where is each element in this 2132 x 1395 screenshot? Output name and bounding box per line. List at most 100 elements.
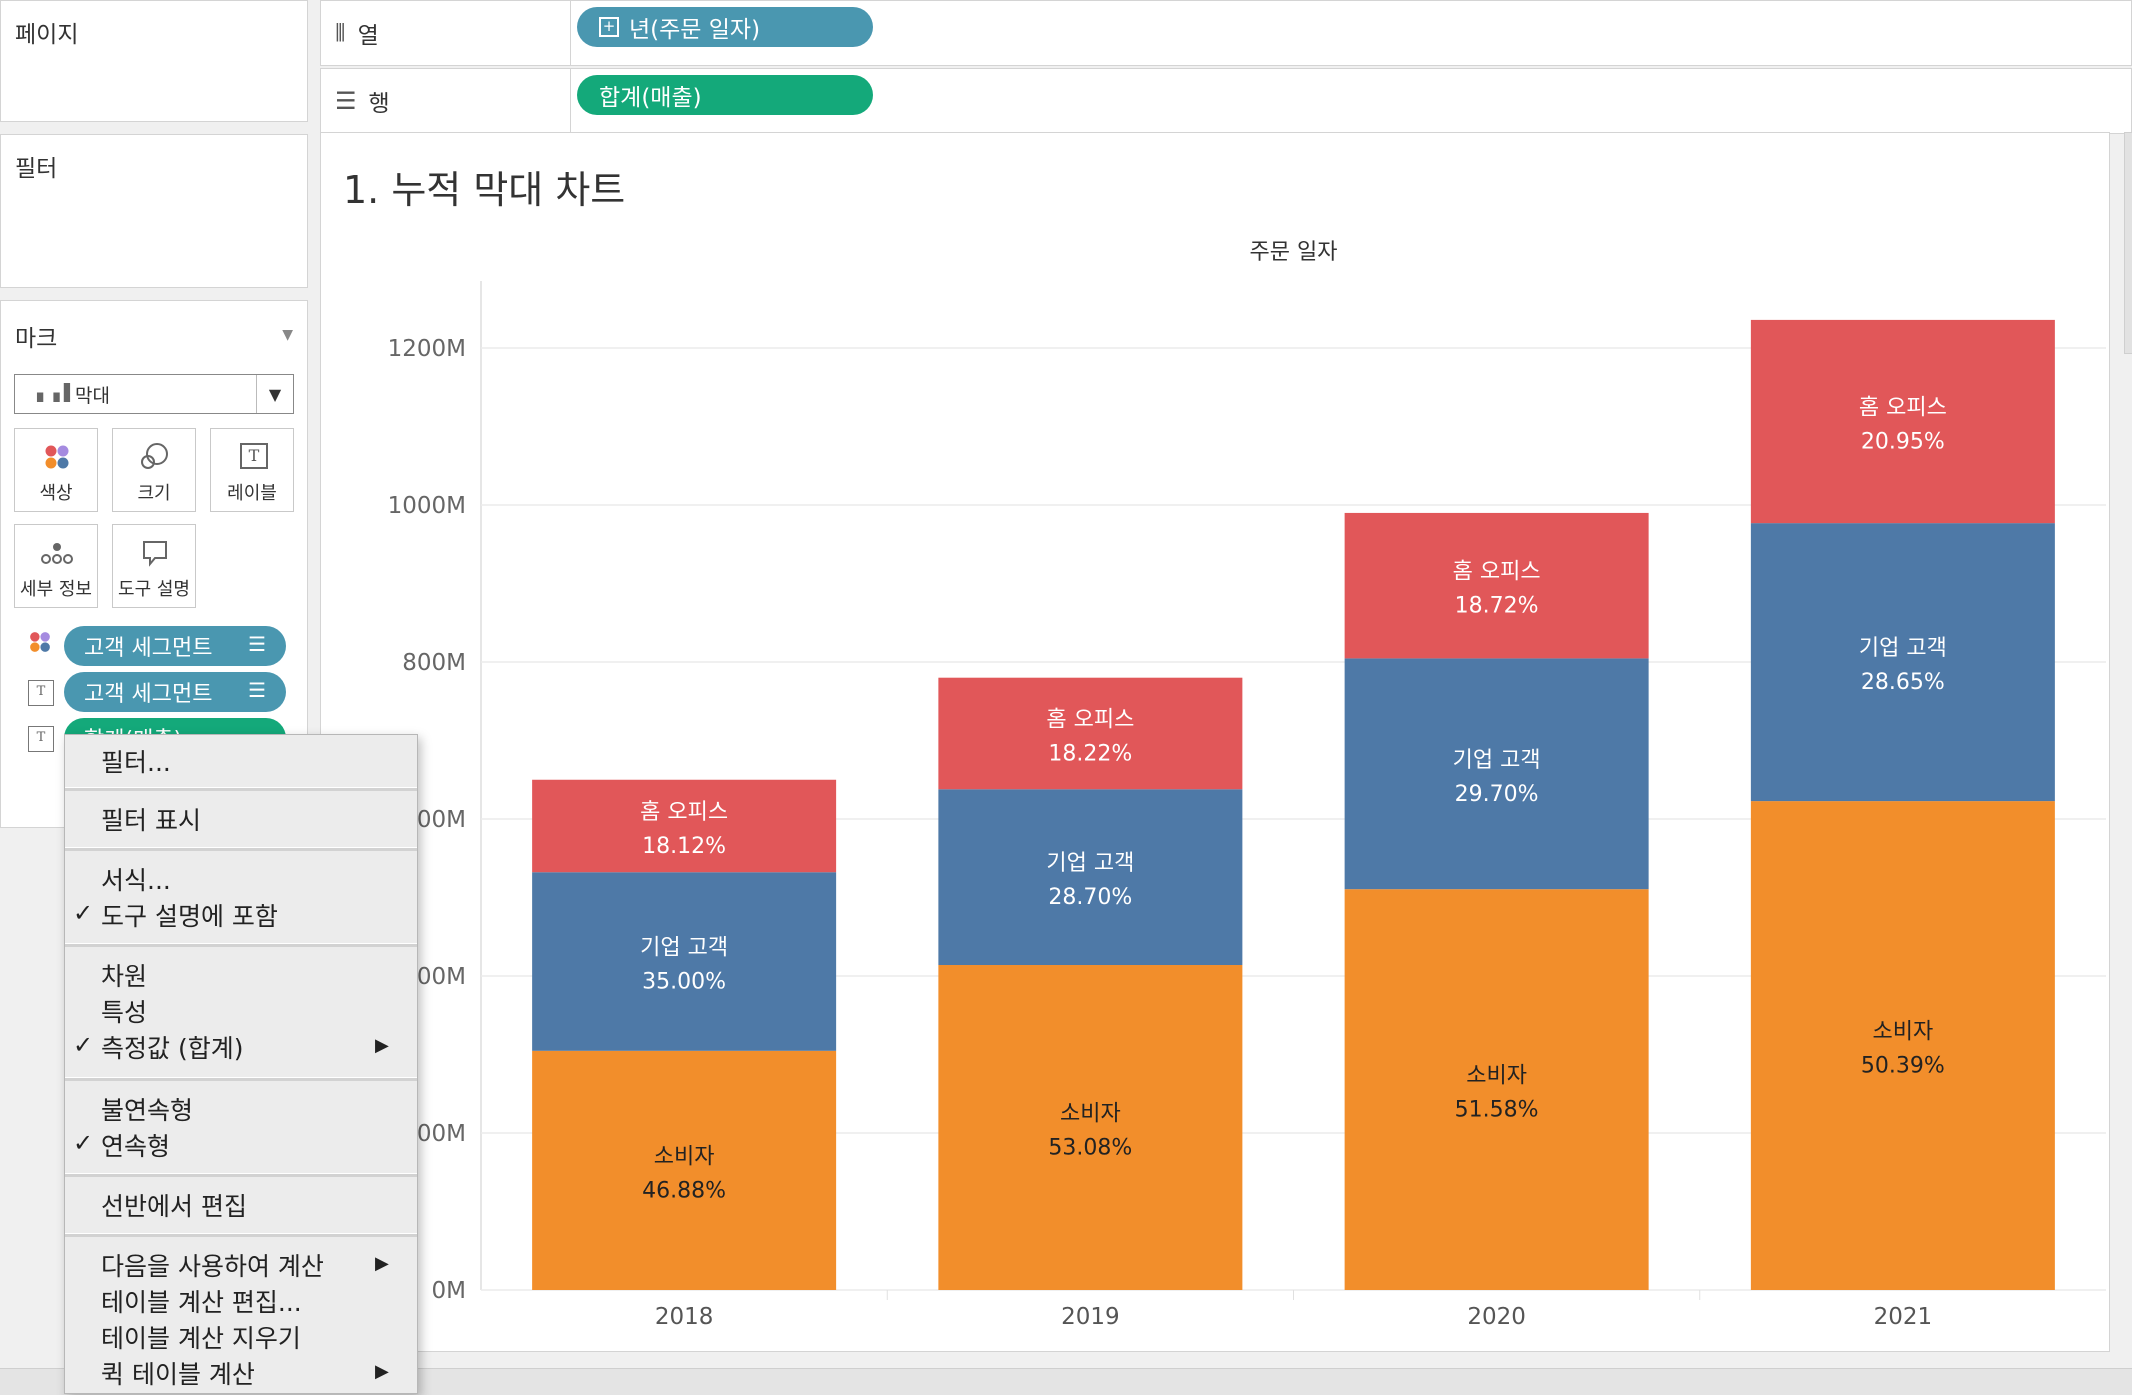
sum-sales-pill[interactable]: 합계(매출)	[577, 75, 873, 115]
submenu-arrow-icon: ▶	[375, 1361, 389, 1382]
tooltip-button[interactable]: 도구 설명	[112, 524, 196, 608]
bar-label-percent: 46.88%	[642, 1178, 726, 1203]
color-pill-icon	[30, 632, 50, 652]
submenu-arrow-icon: ▶	[375, 1035, 389, 1056]
worksheet[interactable]: 1. 누적 막대 차트 주문 일자 0M 200M 400M 600M 800M 1000M…	[320, 132, 2110, 1352]
color-field-pill-text: 고객 세그먼트	[84, 636, 213, 661]
size-icon	[141, 443, 168, 469]
bar-segment[interactable]	[938, 965, 1243, 1290]
bar-segment[interactable]	[938, 677, 1243, 790]
checkmark-icon: ✓	[73, 899, 94, 927]
chevron-down-icon[interactable]: ▼	[256, 375, 293, 413]
year-order-date-pill[interactable]: + 년(주문 일자)	[577, 7, 873, 47]
menu-discrete[interactable]: 불연속형	[101, 1096, 194, 1125]
label-button[interactable]: T 레이블	[210, 428, 294, 512]
menu-format[interactable]: 서식...	[101, 866, 171, 895]
checkmark-icon: ✓	[73, 1031, 94, 1059]
menu-separator	[65, 1173, 417, 1177]
bar-chart-icon: ▖▗▐	[37, 383, 70, 402]
menu-separator	[65, 1233, 417, 1237]
bar-label-segment: 소비자	[654, 1144, 715, 1169]
detail-label: 세부 정보	[20, 579, 92, 600]
rows-shelf-label: ☰ 행	[321, 69, 571, 133]
submenu-arrow-icon: ▶	[375, 1253, 389, 1274]
color-button[interactable]: 색상	[14, 428, 98, 512]
color-label: 색상	[39, 483, 73, 504]
label-pill-icon: T	[28, 680, 54, 706]
menu-include-tooltip[interactable]: 도구 설명에 포함	[101, 902, 278, 931]
menu-separator	[65, 943, 417, 947]
bar-segment[interactable]	[938, 789, 1243, 966]
stacked-bar-chart[interactable]: 주문 일자0M200M400M600M800M1000M1200M소비자46.8…	[321, 133, 2111, 1353]
checkmark-icon: ✓	[73, 1129, 94, 1157]
bar-label-percent: 29.70%	[1455, 782, 1539, 807]
filters-panel[interactable]: 필터	[0, 134, 308, 288]
bar-label-segment: 소비자	[1060, 1102, 1121, 1127]
bar-segment[interactable]	[1344, 889, 1649, 1290]
y-tick-label: 1000M	[388, 493, 466, 519]
sort-icon[interactable]: ☰	[248, 678, 266, 702]
menu-clear-table-calc[interactable]: 테이블 계산 지우기	[101, 1324, 301, 1353]
size-button[interactable]: 크기	[112, 428, 196, 512]
menu-show-filter[interactable]: 필터 표시	[101, 806, 201, 835]
menu-measure-sum[interactable]: 측정값 (합계)	[101, 1034, 244, 1063]
bar-label-segment: 홈 오피스	[1046, 707, 1134, 732]
menu-dimension[interactable]: 차원	[101, 962, 148, 991]
y-tick-label: 0M	[432, 1278, 466, 1304]
pages-title: 페이지	[15, 22, 79, 48]
bar-label-percent: 35.00%	[642, 970, 726, 995]
sort-icon[interactable]: ☰	[248, 632, 266, 656]
vertical-scrollbar[interactable]	[2124, 132, 2132, 354]
bar-label-segment: 홈 오피스	[1859, 396, 1947, 421]
bar-label-segment: 소비자	[1466, 1064, 1527, 1089]
bar-label-percent: 28.70%	[1048, 885, 1132, 910]
y-tick-label: 1200M	[388, 336, 466, 362]
mark-type-label: 막대	[75, 384, 110, 407]
pages-panel[interactable]: 페이지	[0, 0, 308, 122]
bar-label-segment: 기업 고객	[1859, 636, 1947, 661]
menu-separator	[65, 787, 417, 791]
color-field-pill[interactable]: 고객 세그먼트 ☰	[64, 626, 286, 666]
plus-box-icon: +	[599, 17, 619, 37]
bar-segment[interactable]	[532, 779, 837, 873]
menu-edit-table-calc[interactable]: 테이블 계산 편집...	[101, 1288, 302, 1317]
mark-type-dropdown[interactable]: ▖▗▐ 막대 ▼	[14, 374, 294, 414]
bar-label-segment: 홈 오피스	[1453, 560, 1541, 585]
rows-shelf[interactable]: ☰ 행 합계(매출)	[320, 68, 2132, 134]
bar-segment[interactable]	[532, 1050, 837, 1290]
size-label: 크기	[137, 483, 171, 504]
menu-compute-using[interactable]: 다음을 사용하여 계산	[101, 1252, 324, 1281]
y-tick-label: 800M	[402, 650, 466, 676]
marks-collapse-icon[interactable]: ▼	[282, 327, 293, 343]
bar-segment[interactable]	[1344, 512, 1649, 659]
bar-segment[interactable]	[1750, 523, 2055, 802]
marks-title: 마크	[15, 326, 58, 352]
bar-segment[interactable]	[1344, 658, 1649, 890]
columns-shelf-label: ⦀ 열	[321, 1, 571, 65]
bar-label-percent: 53.08%	[1048, 1136, 1132, 1161]
label-pill-icon: T	[28, 726, 54, 752]
bar-label-percent: 20.95%	[1861, 430, 1945, 455]
detail-icon	[41, 543, 73, 564]
tooltip-icon	[143, 541, 167, 567]
label-label: 레이블	[227, 483, 277, 504]
column-header: 주문 일자	[1250, 240, 1338, 265]
columns-shelf[interactable]: ⦀ 열 + 년(주문 일자)	[320, 0, 2132, 66]
bar-segment[interactable]	[1750, 801, 2055, 1290]
bar-label-percent: 51.58%	[1455, 1098, 1539, 1123]
detail-button[interactable]: 세부 정보	[14, 524, 98, 608]
menu-attribute[interactable]: 특성	[101, 998, 148, 1027]
label-field-pill[interactable]: 고객 세그먼트 ☰	[64, 672, 286, 712]
menu-quick-table-calc[interactable]: 퀵 테이블 계산	[101, 1360, 255, 1389]
x-tick-label: 2019	[1061, 1304, 1120, 1330]
bar-label-percent: 50.39%	[1861, 1054, 1945, 1079]
bar-segment[interactable]	[1750, 319, 2055, 524]
menu-filter[interactable]: 필터...	[101, 748, 171, 777]
menu-separator	[65, 1077, 417, 1081]
bar-label-segment: 기업 고객	[1046, 851, 1134, 876]
x-tick-label: 2020	[1467, 1304, 1526, 1330]
bar-segment[interactable]	[532, 872, 837, 1051]
menu-edit-in-shelf[interactable]: 선반에서 편집	[101, 1192, 247, 1221]
menu-continuous[interactable]: 연속형	[101, 1132, 171, 1161]
sheet-title: 1. 누적 막대 차트	[343, 168, 626, 212]
